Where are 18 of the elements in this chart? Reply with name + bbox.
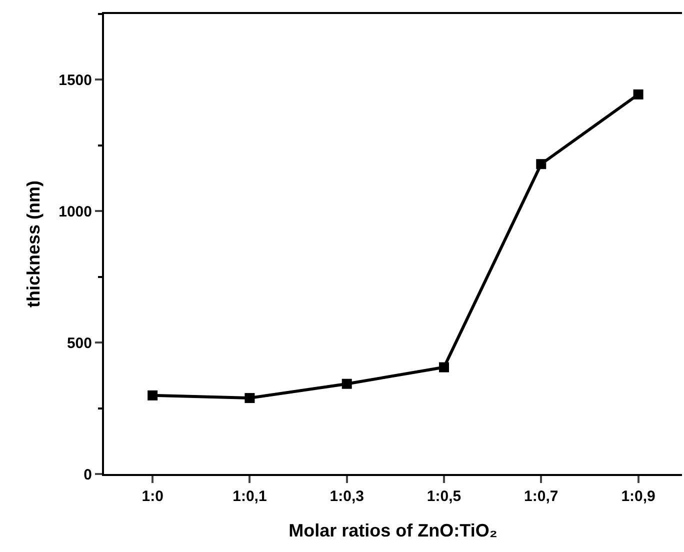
x-tick-label: 1:0,7 [524, 488, 558, 505]
point [342, 378, 352, 389]
y-tick-label: 1500 [58, 72, 92, 89]
y-axis-title: thickness (nm) [23, 180, 44, 308]
x-tick-label: 1:0,1 [232, 488, 267, 505]
point [633, 89, 644, 100]
x-tick-label: 1:0,3 [330, 488, 364, 505]
x-axis-title: Molar ratios of ZnO:TiO₂ [288, 520, 498, 541]
point [439, 362, 449, 372]
x-tick-label: 1:0,9 [621, 488, 656, 505]
x-tick-label: 1:0 [142, 488, 164, 505]
point [244, 393, 255, 404]
point [536, 159, 546, 170]
y-tick-label: 1000 [58, 203, 92, 220]
y-tick-label: 0 [84, 466, 92, 484]
point [148, 390, 158, 400]
x-tick-label: 1:0,5 [426, 488, 462, 505]
y-tick-label: 500 [66, 334, 92, 352]
